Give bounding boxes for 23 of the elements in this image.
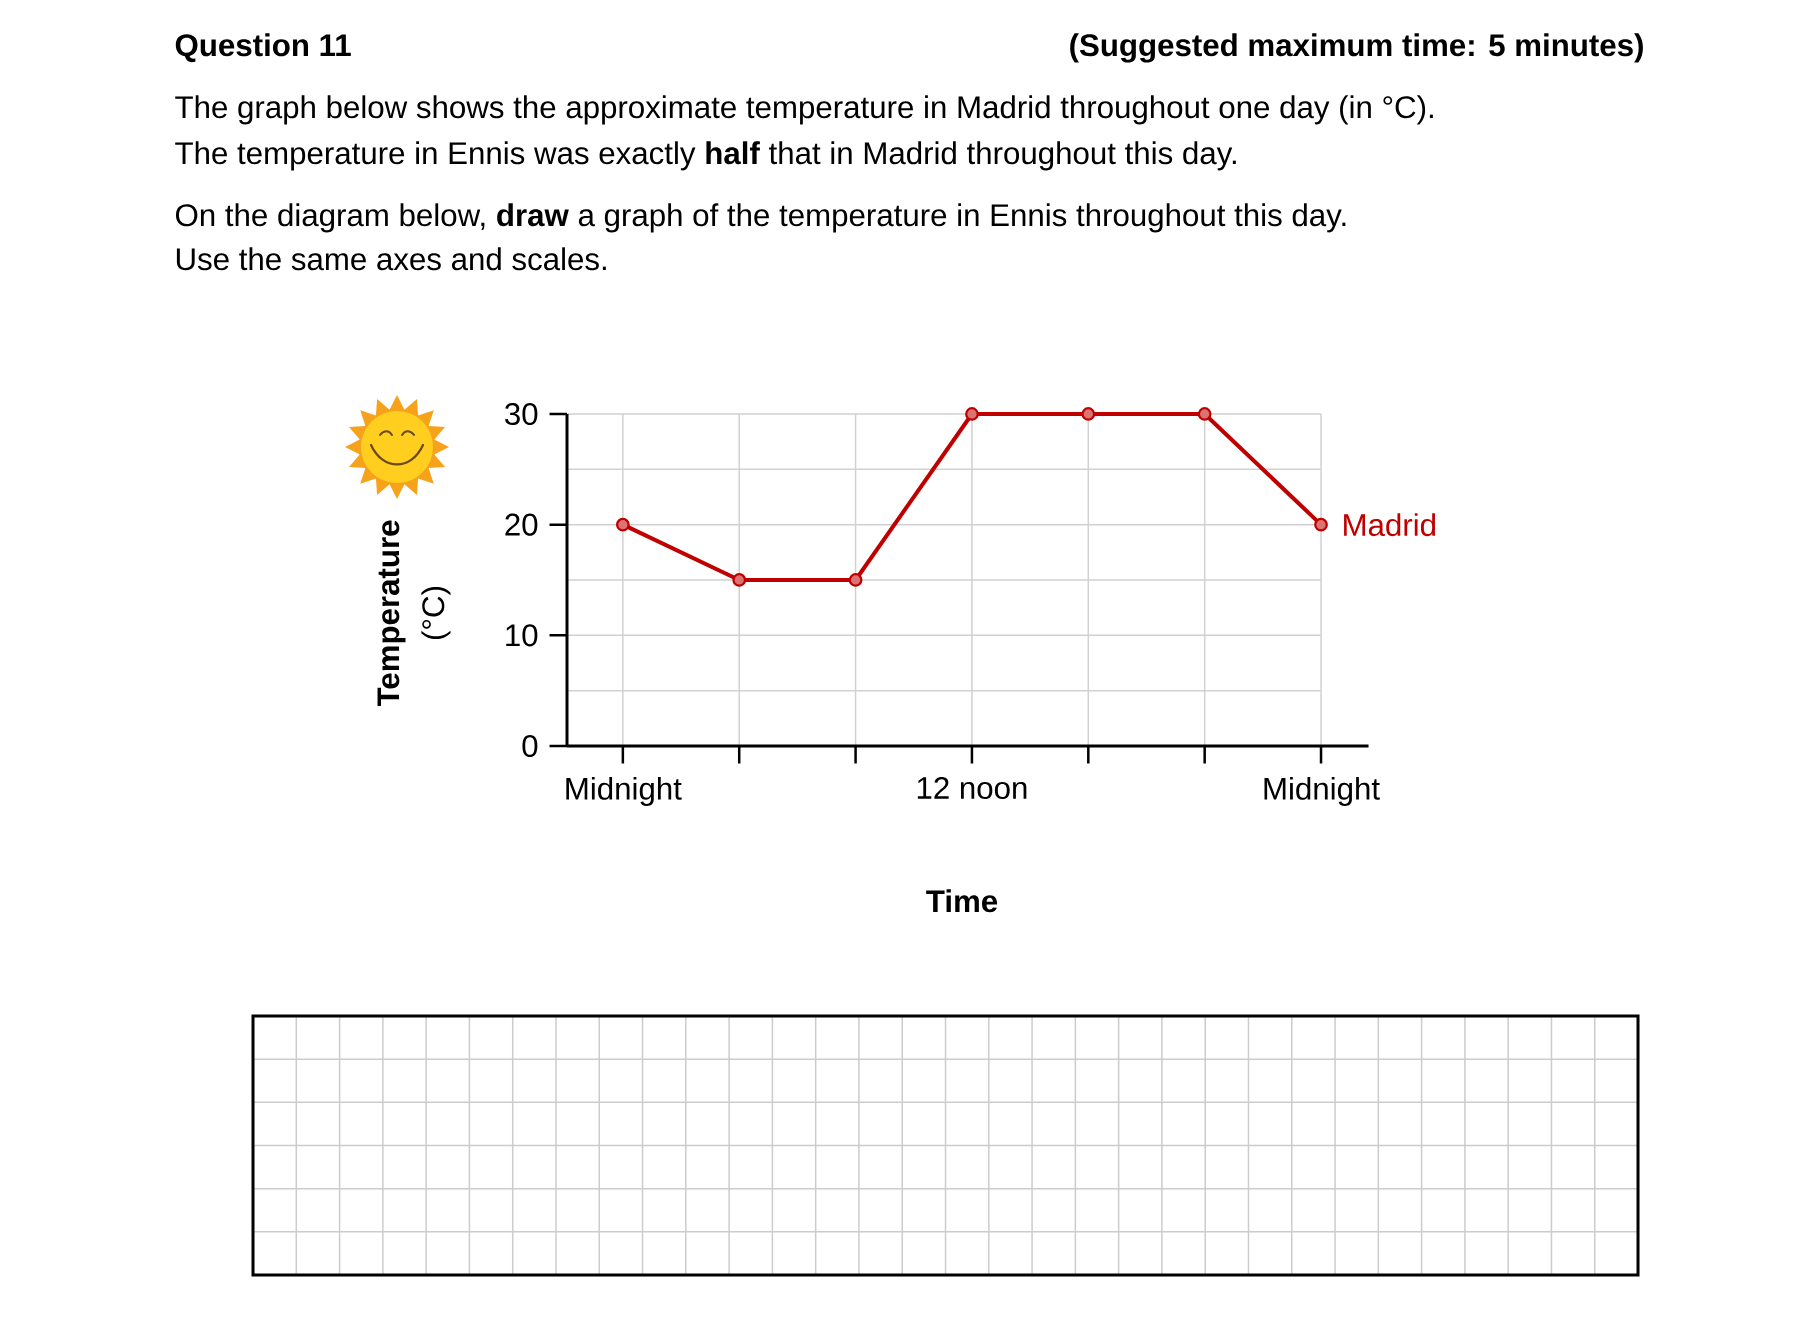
- point: [1314, 517, 1328, 532]
- x-tick-label: Midnight: [566, 776, 682, 807]
- y-tick-label: 20: [505, 513, 538, 536]
- x-tick-label: Midnight: [1264, 776, 1380, 807]
- text: Question 11: [175, 33, 351, 63]
- x-axis-title: Time: [926, 889, 998, 913]
- text: The graph below shows the approximate temperature in Madrid throughout one day (in °C).: [175, 95, 1433, 125]
- point: [732, 573, 747, 587]
- point: [1081, 407, 1096, 421]
- y-tick-label: 30: [505, 402, 538, 426]
- text: Use the same axes and scales.: [176, 247, 606, 271]
- point: [615, 517, 630, 532]
- point: [1197, 407, 1212, 421]
- y-tick-label: 0: [522, 734, 538, 758]
- series-label: Madrid: [1344, 513, 1436, 537]
- y-axis-title: Temperature (°C): [377, 520, 451, 707]
- y-tick-label: 10: [506, 624, 538, 647]
- chart-subtitle: (Suggested maximum time: 5 minutes): [1070, 33, 1643, 63]
- point: [965, 407, 979, 421]
- x-tick-label: 12 noon: [917, 776, 1027, 800]
- text: On the diagram below, draw a graph of the temperature in Ennis throughout this day.: [176, 203, 1346, 233]
- text: The temperature in Ennis was exactly half that in Madrid throughout this day.: [175, 141, 1236, 171]
- point: [848, 573, 863, 587]
